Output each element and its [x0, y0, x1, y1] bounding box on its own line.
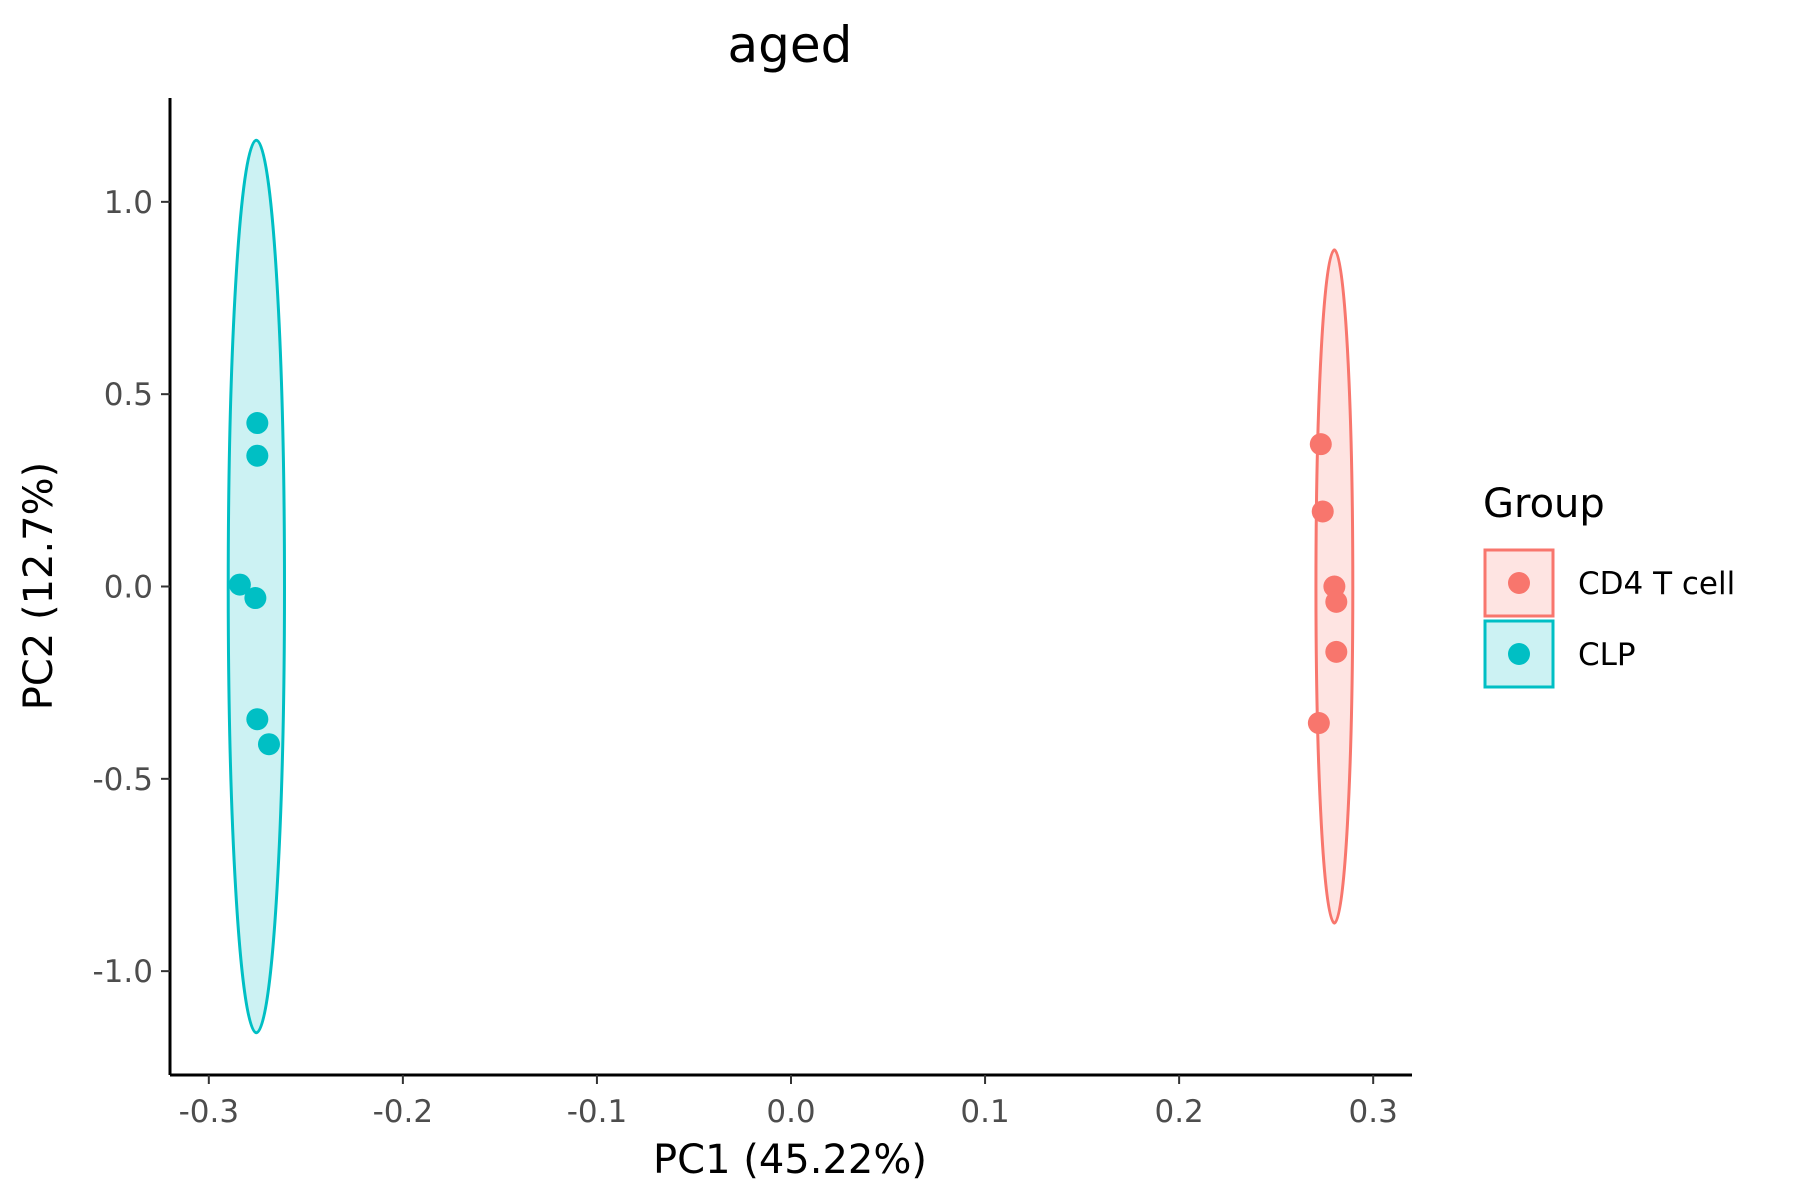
point-cd4-t-cell — [1309, 433, 1332, 456]
legend-label-clp: CLP — [1578, 637, 1636, 673]
legend: Group CD4 T cell CLP — [1483, 481, 1735, 689]
point-clp — [246, 708, 269, 731]
point-cd4-t-cell — [1325, 640, 1348, 663]
confidence-ellipses — [226, 138, 1355, 1035]
point-cd4-t-cell — [1311, 500, 1334, 523]
point-cd4-t-cell — [1325, 590, 1348, 613]
legend-dot-clp — [1508, 643, 1530, 665]
y-tick-label: 0.5 — [104, 377, 153, 413]
x-tick-label: 0.3 — [1349, 1094, 1398, 1130]
y-tick-label: 1.0 — [104, 185, 153, 221]
x-tick-label: 0.2 — [1154, 1094, 1203, 1130]
ellipse-clp — [226, 138, 286, 1035]
x-tick-label: 0.0 — [766, 1094, 815, 1130]
x-tick-label: 0.1 — [960, 1094, 1009, 1130]
legend-title: Group — [1483, 481, 1605, 527]
y-tick-label: 0.0 — [104, 570, 153, 606]
y-tick-label: -1.0 — [93, 954, 154, 990]
legend-label-cd4-t-cell: CD4 T cell — [1578, 566, 1735, 602]
x-tick-label: -0.3 — [179, 1094, 240, 1130]
point-clp — [244, 587, 267, 610]
point-cd4-t-cell — [1307, 712, 1330, 735]
x-axis-title: PC1 (45.22%) — [653, 1137, 927, 1183]
point-clp — [257, 733, 280, 756]
point-clp — [246, 412, 269, 435]
y-axis-title: PC2 (12.7%) — [16, 462, 62, 711]
point-clp — [246, 444, 269, 467]
legend-dot-cd4-t-cell — [1508, 572, 1530, 594]
legend-item-cd4-t-cell: CD4 T cell — [1483, 548, 1735, 618]
x-tick-label: -0.2 — [373, 1094, 434, 1130]
x-tick-label: -0.1 — [567, 1094, 628, 1130]
legend-item-clp: CLP — [1483, 619, 1636, 689]
x-ticks: -0.3 -0.2 -0.1 0.0 0.1 0.2 0.3 — [179, 1075, 1398, 1130]
point-clp — [228, 573, 251, 596]
y-tick-label: -0.5 — [93, 762, 154, 798]
chart-title: aged — [728, 16, 853, 74]
y-ticks: -1.0 -0.5 0.0 0.5 1.0 — [93, 185, 170, 990]
data-points — [228, 412, 1348, 756]
